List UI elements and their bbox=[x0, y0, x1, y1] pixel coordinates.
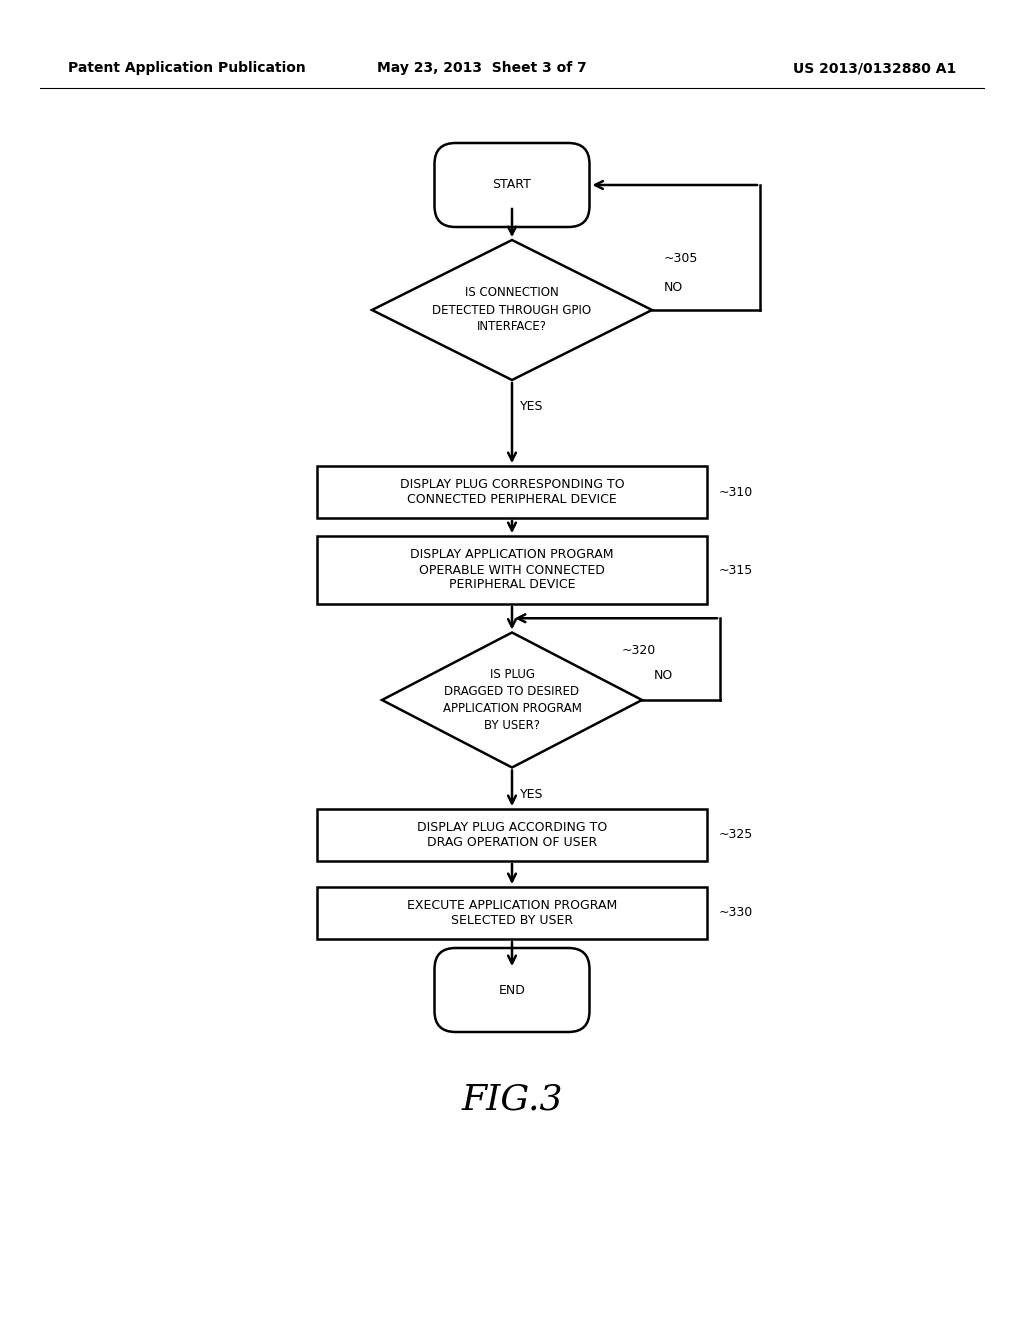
Bar bbox=[317, 809, 707, 861]
Text: IS PLUG
DRAGGED TO DESIRED
APPLICATION PROGRAM
BY USER?: IS PLUG DRAGGED TO DESIRED APPLICATION P… bbox=[442, 668, 582, 733]
Text: NO: NO bbox=[664, 281, 683, 294]
Text: ~315: ~315 bbox=[719, 564, 754, 577]
Polygon shape bbox=[372, 240, 652, 380]
Text: ~320: ~320 bbox=[622, 644, 656, 657]
Bar bbox=[317, 536, 707, 605]
Text: NO: NO bbox=[654, 669, 673, 682]
Text: ~330: ~330 bbox=[719, 907, 754, 920]
Bar bbox=[317, 466, 707, 517]
Text: DISPLAY PLUG ACCORDING TO
DRAG OPERATION OF USER: DISPLAY PLUG ACCORDING TO DRAG OPERATION… bbox=[417, 821, 607, 849]
Text: ~325: ~325 bbox=[719, 829, 754, 842]
Text: DISPLAY PLUG CORRESPONDING TO
CONNECTED PERIPHERAL DEVICE: DISPLAY PLUG CORRESPONDING TO CONNECTED … bbox=[399, 478, 625, 506]
Text: IS CONNECTION
DETECTED THROUGH GPIO
INTERFACE?: IS CONNECTION DETECTED THROUGH GPIO INTE… bbox=[432, 286, 592, 334]
Text: ~310: ~310 bbox=[719, 486, 754, 499]
Text: ~305: ~305 bbox=[664, 252, 698, 264]
Text: May 23, 2013  Sheet 3 of 7: May 23, 2013 Sheet 3 of 7 bbox=[377, 61, 587, 75]
Bar bbox=[317, 887, 707, 939]
FancyBboxPatch shape bbox=[434, 948, 590, 1032]
Text: EXECUTE APPLICATION PROGRAM
SELECTED BY USER: EXECUTE APPLICATION PROGRAM SELECTED BY … bbox=[407, 899, 617, 927]
Polygon shape bbox=[382, 632, 642, 767]
Text: US 2013/0132880 A1: US 2013/0132880 A1 bbox=[793, 61, 956, 75]
Text: DISPLAY APPLICATION PROGRAM
OPERABLE WITH CONNECTED
PERIPHERAL DEVICE: DISPLAY APPLICATION PROGRAM OPERABLE WIT… bbox=[411, 549, 613, 591]
FancyBboxPatch shape bbox=[434, 143, 590, 227]
Text: END: END bbox=[499, 983, 525, 997]
Text: START: START bbox=[493, 178, 531, 191]
Text: YES: YES bbox=[520, 400, 544, 413]
Text: Patent Application Publication: Patent Application Publication bbox=[68, 61, 306, 75]
Text: YES: YES bbox=[520, 788, 544, 800]
Text: FIG.3: FIG.3 bbox=[461, 1082, 563, 1117]
